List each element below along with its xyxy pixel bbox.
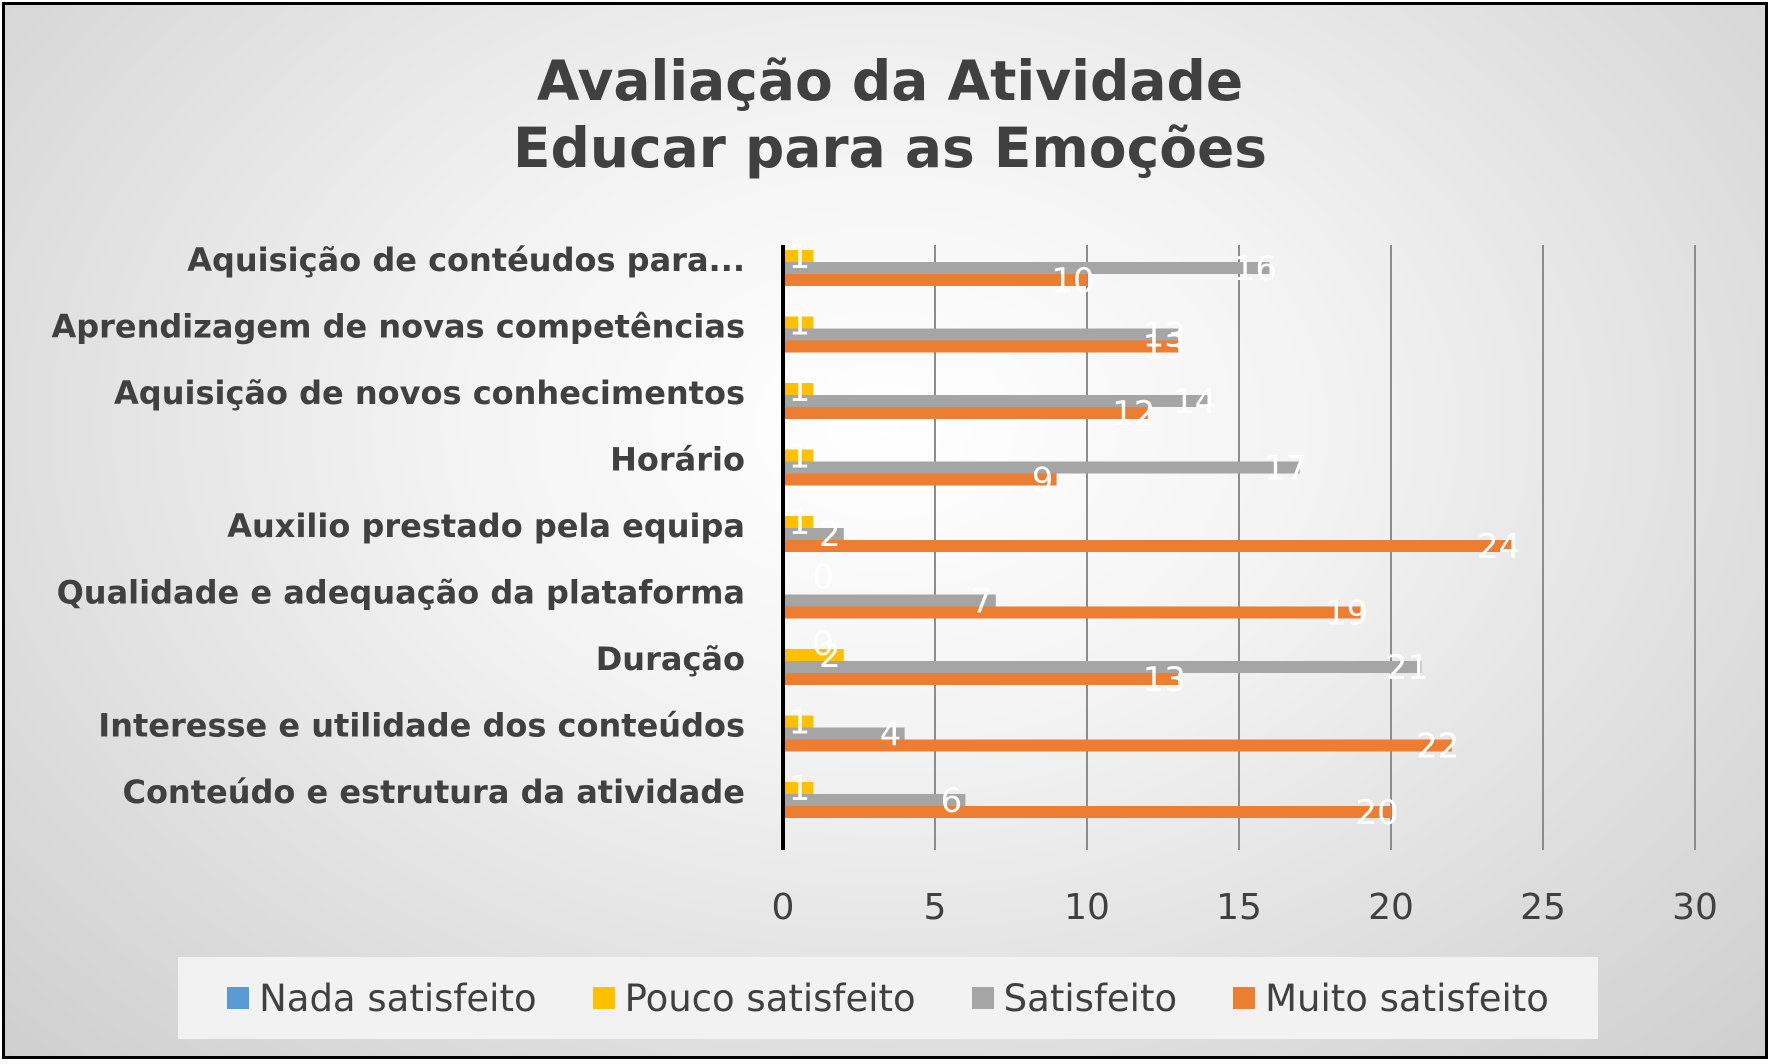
bar-satisfeito-1	[783, 262, 1270, 274]
data-label-muito-satisfeito-8: 22	[1416, 727, 1459, 767]
bar-satisfeito-7	[783, 661, 1422, 673]
legend-item-muito: Muito satisfeito	[1233, 977, 1549, 1020]
data-label-satisfeito-4: 17	[1264, 449, 1307, 489]
bar-pouco-satisfeito-9	[783, 782, 814, 794]
legend-label-muito: Muito satisfeito	[1265, 976, 1549, 1020]
data-label-pouco-satisfeito-3: 1	[789, 370, 811, 410]
legend-swatch-muito	[1233, 987, 1256, 1009]
bar-pouco-satisfeito-8	[783, 715, 814, 728]
legend-label-satisfeito: Satisfeito	[1003, 976, 1178, 1020]
legend-swatch-nada	[227, 987, 250, 1009]
data-label-satisfeito-8: 4	[880, 715, 902, 755]
data-label-muito-satisfeito-2: 13	[1143, 328, 1186, 368]
data-label-satisfeito-3: 14	[1173, 382, 1216, 422]
legend-swatch-pouco	[592, 987, 615, 1009]
bars	[783, 250, 1513, 818]
bar-muito-satisfeito-2	[783, 340, 1179, 353]
bar-satisfeito-9	[783, 794, 966, 806]
bar-chart: Avaliação da Atividade Educar para as Em…	[51, 49, 1717, 928]
data-label-satisfeito-2: 13	[1143, 316, 1186, 356]
legend-label-pouco: Pouco satisfeito	[624, 976, 916, 1020]
bar-muito-satisfeito-7	[783, 673, 1179, 685]
data-label-satisfeito-7: 21	[1386, 648, 1429, 688]
legend-label-nada: Nada satisfeito	[259, 976, 537, 1020]
data-label-pouco-satisfeito-1: 1	[789, 237, 811, 277]
bar-muito-satisfeito-9	[783, 806, 1391, 818]
bar-pouco-satisfeito-1	[783, 250, 814, 262]
x-tick-label-10: 10	[1064, 887, 1110, 928]
legend-item-satisfeito: Satisfeito	[971, 976, 1178, 1020]
bar-muito-satisfeito-8	[783, 739, 1452, 752]
bar-muito-satisfeito-3	[783, 407, 1148, 419]
legend-item-pouco: Pouco satisfeito	[592, 976, 916, 1020]
data-label-muito-satisfeito-3: 12	[1112, 394, 1155, 434]
data-label-pouco-satisfeito-7: 2	[819, 636, 841, 676]
category-label-8: Interesse e utilidade dos conteúdos	[98, 707, 745, 745]
bar-satisfeito-6	[783, 594, 996, 607]
legend: Nada satisfeito Pouco satisfeito Satisfe…	[178, 957, 1598, 1039]
data-label-muito-satisfeito-6: 19	[1325, 594, 1368, 634]
data-label-muito-satisfeito-1: 10	[1051, 261, 1094, 301]
bar-satisfeito-4	[783, 461, 1300, 474]
data-label-pouco-satisfeito-4: 1	[789, 437, 811, 477]
bar-satisfeito-3	[783, 395, 1209, 407]
bar-muito-satisfeito-4	[783, 473, 1057, 486]
bar-pouco-satisfeito-7	[783, 649, 844, 661]
category-label-9: Conteúdo e estrutura da atividade	[122, 773, 745, 811]
bar-pouco-satisfeito-5	[783, 516, 814, 528]
data-label-muito-satisfeito-9: 20	[1355, 793, 1398, 833]
bar-satisfeito-5	[783, 528, 844, 540]
data-label-muito-satisfeito-5: 24	[1477, 527, 1520, 567]
data-label-pouco-satisfeito-2: 1	[789, 304, 811, 344]
data-label-nada-satisfeito-6: 0	[812, 558, 834, 598]
x-tick-label-15: 15	[1216, 887, 1262, 928]
data-label-muito-satisfeito-4: 9	[1032, 461, 1054, 501]
data-label-pouco-satisfeito-8: 1	[789, 703, 811, 743]
data-label-satisfeito-5: 2	[819, 515, 841, 555]
bar-muito-satisfeito-6	[783, 606, 1361, 619]
category-label-5: Auxilio prestado pela equipa	[227, 507, 745, 545]
data-label-nada-satisfeito-7: 0	[812, 624, 834, 664]
chart-title-line-2: Educar para as Emoções	[513, 116, 1267, 180]
data-label-satisfeito-6: 7	[971, 582, 993, 622]
category-label-3: Aquisição de novos conhecimentos	[114, 374, 745, 412]
bar-muito-satisfeito-5	[783, 540, 1513, 552]
x-tick-label-20: 20	[1368, 887, 1414, 928]
bar-pouco-satisfeito-2	[783, 316, 814, 329]
data-label-pouco-satisfeito-9: 1	[789, 769, 811, 809]
data-label-pouco-satisfeito-5: 1	[789, 503, 811, 543]
chart-title-line-1: Avaliação da Atividade	[537, 49, 1243, 113]
category-label-7: Duração	[596, 640, 745, 678]
bar-muito-satisfeito-1	[783, 274, 1087, 286]
bar-satisfeito-2	[783, 328, 1179, 341]
x-tick-label-30: 30	[1672, 887, 1718, 928]
x-tick-label-25: 25	[1520, 887, 1566, 928]
bar-pouco-satisfeito-3	[783, 383, 814, 395]
legend-item-nada: Nada satisfeito	[227, 977, 537, 1020]
category-label-6: Qualidade e adequação da plataforma	[57, 574, 745, 612]
data-label-muito-satisfeito-7: 13	[1143, 660, 1186, 700]
category-label-1: Aquisição de contéudos para...	[187, 241, 745, 279]
bar-satisfeito-8	[783, 727, 905, 740]
category-label-4: Horário	[610, 441, 745, 479]
x-tick-label-0: 0	[772, 887, 795, 928]
data-label-satisfeito-1: 16	[1234, 249, 1277, 289]
data-label-satisfeito-9: 6	[941, 781, 963, 821]
category-label-2: Aprendizagem de novas competências	[51, 308, 745, 346]
x-tick-label-5: 5	[924, 887, 947, 928]
legend-swatch-satisfeito	[971, 987, 994, 1009]
bar-pouco-satisfeito-4	[783, 449, 814, 462]
